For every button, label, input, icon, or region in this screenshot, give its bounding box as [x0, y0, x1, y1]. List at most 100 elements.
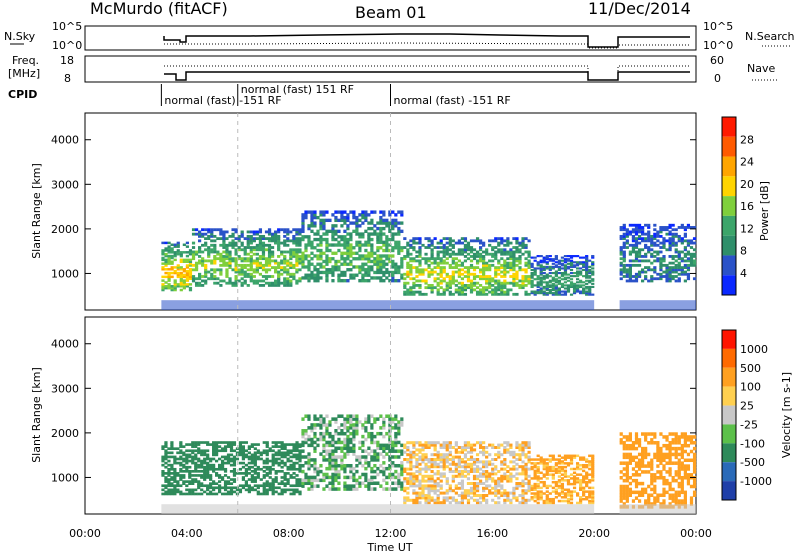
echo-cell	[524, 244, 527, 247]
echo-cell	[189, 249, 192, 251]
echo-cell	[591, 490, 594, 492]
echo-cell	[427, 244, 430, 247]
echo-cell	[382, 479, 385, 483]
echo-cell	[629, 244, 632, 247]
echo-cell	[440, 465, 443, 468]
echo-cell	[467, 441, 470, 444]
echo-cell	[440, 492, 443, 495]
echo-cell	[573, 272, 576, 274]
echo-cell	[180, 259, 183, 261]
echo-cell	[626, 461, 629, 465]
echo-cell	[170, 489, 173, 492]
echo-cell	[576, 278, 579, 280]
echo-cell	[207, 259, 210, 262]
echo-cell	[234, 228, 237, 231]
echo-cell	[337, 432, 340, 436]
echo-cell	[340, 423, 343, 427]
echo-cell	[177, 283, 180, 285]
echo-cell	[485, 262, 488, 265]
echo-cell	[527, 480, 530, 483]
echo-cell	[418, 259, 421, 262]
echo-cell	[494, 472, 497, 475]
echo-cell	[337, 470, 340, 474]
echo-cell	[546, 266, 549, 268]
echo-cell	[626, 485, 629, 489]
echo-cell	[170, 472, 173, 475]
echo-cell	[316, 243, 319, 246]
echo-cell	[552, 466, 555, 468]
echo-cell	[579, 257, 582, 259]
echo-cell	[379, 452, 382, 456]
echo-cell	[370, 476, 373, 480]
echo-cell	[221, 476, 224, 479]
echo-cell	[500, 237, 503, 240]
echo-cell	[355, 241, 358, 244]
echo-cell	[310, 252, 313, 255]
echo-cell	[182, 458, 185, 461]
echo-cell	[576, 502, 579, 504]
echo-cell	[564, 462, 567, 464]
echo-cell	[455, 242, 458, 245]
echo-cell	[265, 257, 268, 260]
echo-cell	[585, 286, 588, 288]
echo-cell	[216, 257, 219, 260]
echo-cell	[233, 441, 236, 444]
echo-cell	[266, 472, 269, 475]
echo-cell	[506, 470, 509, 473]
echo-cell	[549, 455, 552, 457]
echo-cell	[212, 493, 215, 496]
echo-cell	[194, 474, 197, 477]
echo-cell	[455, 257, 458, 260]
echo-cell	[364, 417, 367, 421]
echo-cell	[210, 239, 213, 242]
echo-cell	[693, 237, 696, 240]
echo-cell	[346, 268, 349, 271]
echo-cell	[176, 458, 179, 461]
echo-cell	[446, 242, 449, 245]
echo-cell	[337, 426, 340, 430]
echo-cell	[623, 435, 626, 439]
echo-cell	[409, 451, 412, 454]
echo-cell	[555, 264, 558, 266]
echo-cell	[206, 441, 209, 444]
echo-cell	[167, 456, 170, 459]
echo-cell	[576, 462, 579, 464]
echo-cell	[283, 239, 286, 242]
echo-cell	[512, 251, 515, 254]
echo-cell	[431, 239, 434, 242]
echo-cell	[656, 441, 659, 445]
echo-cell	[364, 268, 367, 271]
echo-cell	[247, 273, 250, 276]
echo-cell	[527, 475, 530, 478]
echo-cell	[331, 243, 334, 246]
echo-cell	[382, 232, 385, 235]
echo-cell	[418, 284, 421, 287]
echo-cell	[549, 289, 552, 291]
echo-cell	[304, 461, 307, 465]
echo-cell	[397, 265, 400, 268]
echo-cell	[524, 489, 527, 492]
echo-cell	[626, 280, 629, 283]
echo-cell	[540, 287, 543, 289]
echo-cell	[564, 492, 567, 494]
echo-cell	[257, 456, 260, 459]
echo-cell	[349, 484, 352, 488]
echo-cell	[675, 255, 678, 258]
echo-cell	[684, 233, 687, 236]
echo-cell	[446, 262, 449, 265]
echo-cell	[331, 449, 334, 453]
echo-cell	[188, 443, 191, 446]
echo-cell	[585, 291, 588, 293]
echo-cell	[549, 473, 552, 475]
echo-cell	[476, 499, 479, 502]
echo-cell	[257, 466, 260, 469]
echo-cell	[248, 462, 251, 465]
echo-cell	[334, 243, 337, 246]
echo-cell	[415, 441, 418, 444]
echo-cell	[437, 441, 440, 444]
echo-cell	[174, 259, 177, 261]
echo-cell	[476, 282, 479, 285]
echo-cell	[210, 268, 213, 271]
